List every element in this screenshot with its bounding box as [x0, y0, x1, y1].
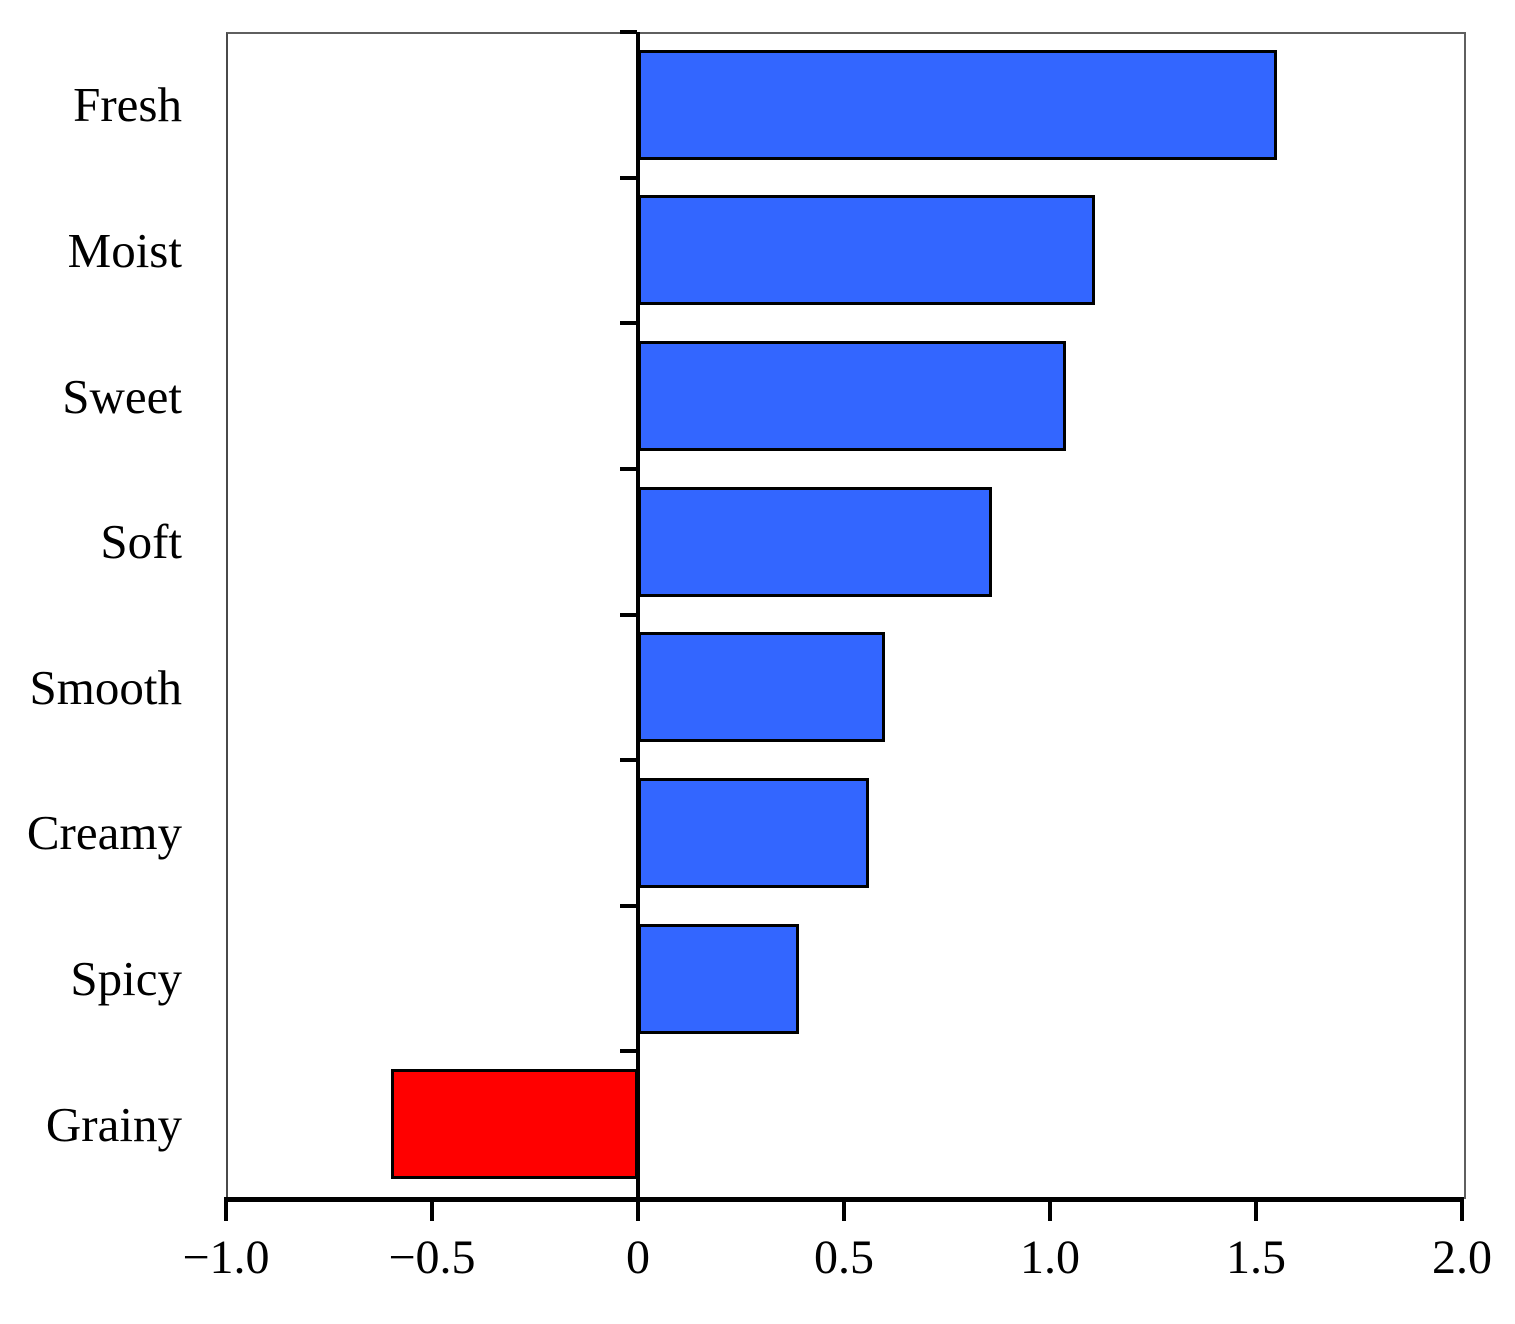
bar-spicy	[638, 923, 799, 1034]
category-label-smooth: Smooth	[29, 659, 182, 715]
category-boundary-tick	[620, 175, 637, 180]
category-label-fresh: Fresh	[73, 77, 182, 133]
category-boundary-tick	[620, 321, 637, 326]
category-boundary-tick	[620, 466, 637, 471]
bar-moist	[638, 195, 1096, 306]
x-tick-label-4: 1.0	[1020, 1231, 1080, 1284]
category-label-moist: Moist	[67, 222, 182, 278]
bar-smooth	[638, 632, 886, 743]
x-axis-tick	[1460, 1202, 1464, 1221]
x-tick-label-0: −1.0	[182, 1231, 270, 1284]
x-tick-label-5: 1.5	[1226, 1231, 1286, 1284]
category-label-soft: Soft	[100, 514, 182, 570]
bar-sweet	[638, 341, 1067, 452]
x-tick-label-6: 2.0	[1432, 1231, 1492, 1284]
category-label-creamy: Creamy	[26, 805, 182, 861]
bar-creamy	[638, 777, 869, 888]
category-boundary-tick	[620, 30, 637, 34]
x-tick-label-3: 0.5	[814, 1231, 874, 1284]
bar-grainy	[390, 1069, 638, 1180]
category-boundary-tick	[620, 758, 637, 763]
category-label-sweet: Sweet	[62, 368, 182, 424]
x-axis-tick	[224, 1202, 228, 1221]
x-axis-line	[224, 1197, 1464, 1202]
bar-fresh	[638, 49, 1277, 160]
category-boundary-tick	[620, 612, 637, 617]
x-axis-tick	[842, 1202, 846, 1221]
category-boundary-tick	[620, 903, 637, 908]
x-tick-label-2: 0	[626, 1231, 650, 1284]
x-axis-tick	[430, 1202, 434, 1221]
x-axis-tick	[1048, 1202, 1052, 1221]
category-label-grainy: Grainy	[45, 1096, 182, 1152]
category-boundary-tick	[620, 1049, 637, 1054]
x-tick-label-1: −0.5	[388, 1231, 476, 1284]
bar-soft	[638, 486, 993, 597]
x-axis-tick	[1254, 1202, 1258, 1221]
category-label-spicy: Spicy	[70, 951, 182, 1007]
zero-axis-line	[636, 32, 640, 1197]
x-axis-tick	[636, 1202, 640, 1221]
